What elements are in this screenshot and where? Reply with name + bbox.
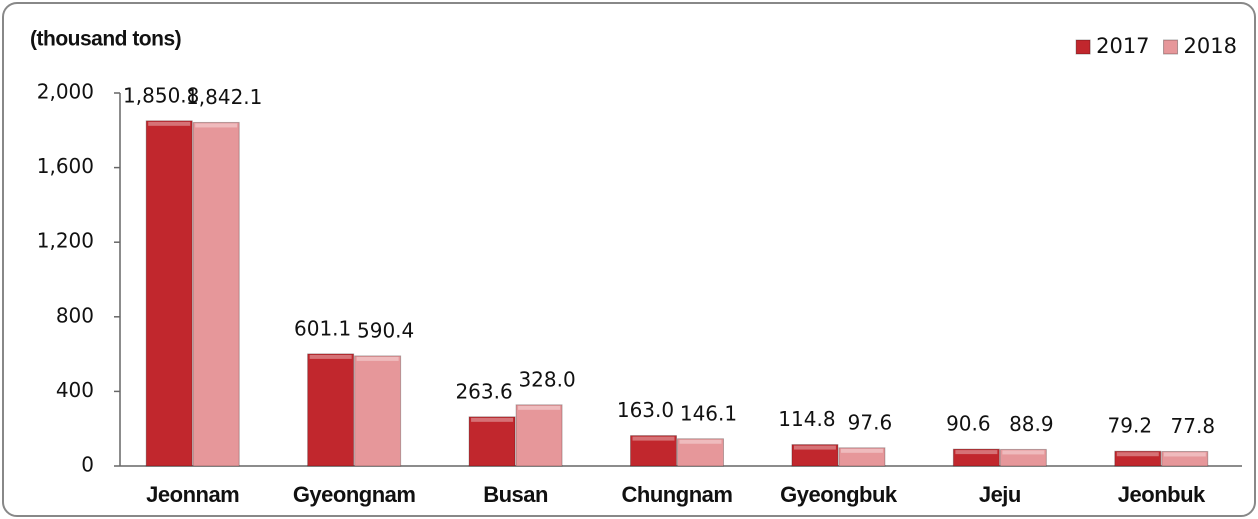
data-label: 601.1 — [294, 316, 351, 340]
bar — [838, 447, 886, 467]
bar — [999, 448, 1047, 467]
x-tick-label: Jeonbuk — [1118, 482, 1206, 507]
x-tick-label: Jeju — [979, 482, 1021, 507]
bar-highlight — [840, 448, 883, 453]
bar — [515, 404, 563, 467]
bar — [1161, 450, 1209, 467]
bar — [354, 355, 402, 467]
data-label: 590.4 — [357, 318, 414, 342]
y-axis-label: (thousand tons) — [30, 28, 181, 51]
data-label: 146.1 — [680, 401, 737, 425]
bar-highlight — [518, 405, 561, 410]
bar-highlight — [1002, 450, 1045, 455]
data-label: 1,842.1 — [186, 85, 262, 109]
data-label: 328.0 — [518, 367, 575, 391]
y-tick-label: 2,000 — [37, 80, 94, 104]
y-tick-label: 1,600 — [37, 154, 94, 178]
bar-highlight — [148, 121, 191, 126]
bar-highlight — [309, 354, 352, 359]
bar — [630, 435, 677, 467]
bar-highlight — [195, 123, 238, 128]
x-tick-label: Busan — [483, 482, 548, 507]
bar — [1114, 450, 1162, 467]
data-label: 97.6 — [848, 410, 893, 434]
y-tick-label: 400 — [56, 378, 94, 402]
bar-highlight — [679, 439, 722, 444]
x-tick-label: Gyeongnam — [293, 482, 416, 507]
legend-swatch — [1075, 39, 1091, 55]
bar-highlight — [356, 356, 399, 361]
bar-highlight — [471, 417, 514, 422]
data-label: 77.8 — [1171, 414, 1216, 438]
x-tick-label: Gyeongbuk — [780, 482, 898, 507]
y-tick-label: 800 — [56, 303, 94, 327]
bar — [468, 416, 516, 467]
data-label: 90.6 — [946, 412, 991, 436]
data-label: 163.0 — [617, 398, 674, 422]
data-label: 1,850.8 — [123, 83, 199, 107]
legend-label: 2017 — [1096, 34, 1149, 58]
bar — [952, 448, 1000, 467]
legend-swatch — [1163, 39, 1179, 55]
bar-highlight — [1116, 452, 1159, 457]
legend-label: 2018 — [1184, 34, 1237, 58]
bar-highlight — [955, 450, 998, 455]
bar-highlight — [793, 445, 836, 450]
bar-highlight — [1163, 452, 1206, 457]
y-tick-label: 1,200 — [37, 229, 94, 253]
data-label: 114.8 — [778, 407, 835, 431]
data-label: 79.2 — [1108, 414, 1153, 438]
bar — [145, 120, 193, 467]
bar — [192, 121, 240, 467]
data-label: 88.9 — [1009, 412, 1054, 436]
bar — [307, 353, 355, 467]
x-tick-label: Chungnam — [622, 482, 733, 507]
bar-highlight — [632, 436, 675, 441]
data-label: 263.6 — [455, 379, 512, 403]
y-tick-label: 0 — [81, 453, 94, 477]
bar — [677, 438, 724, 467]
bar — [791, 444, 839, 467]
x-tick-label: Jeonnam — [146, 482, 239, 507]
